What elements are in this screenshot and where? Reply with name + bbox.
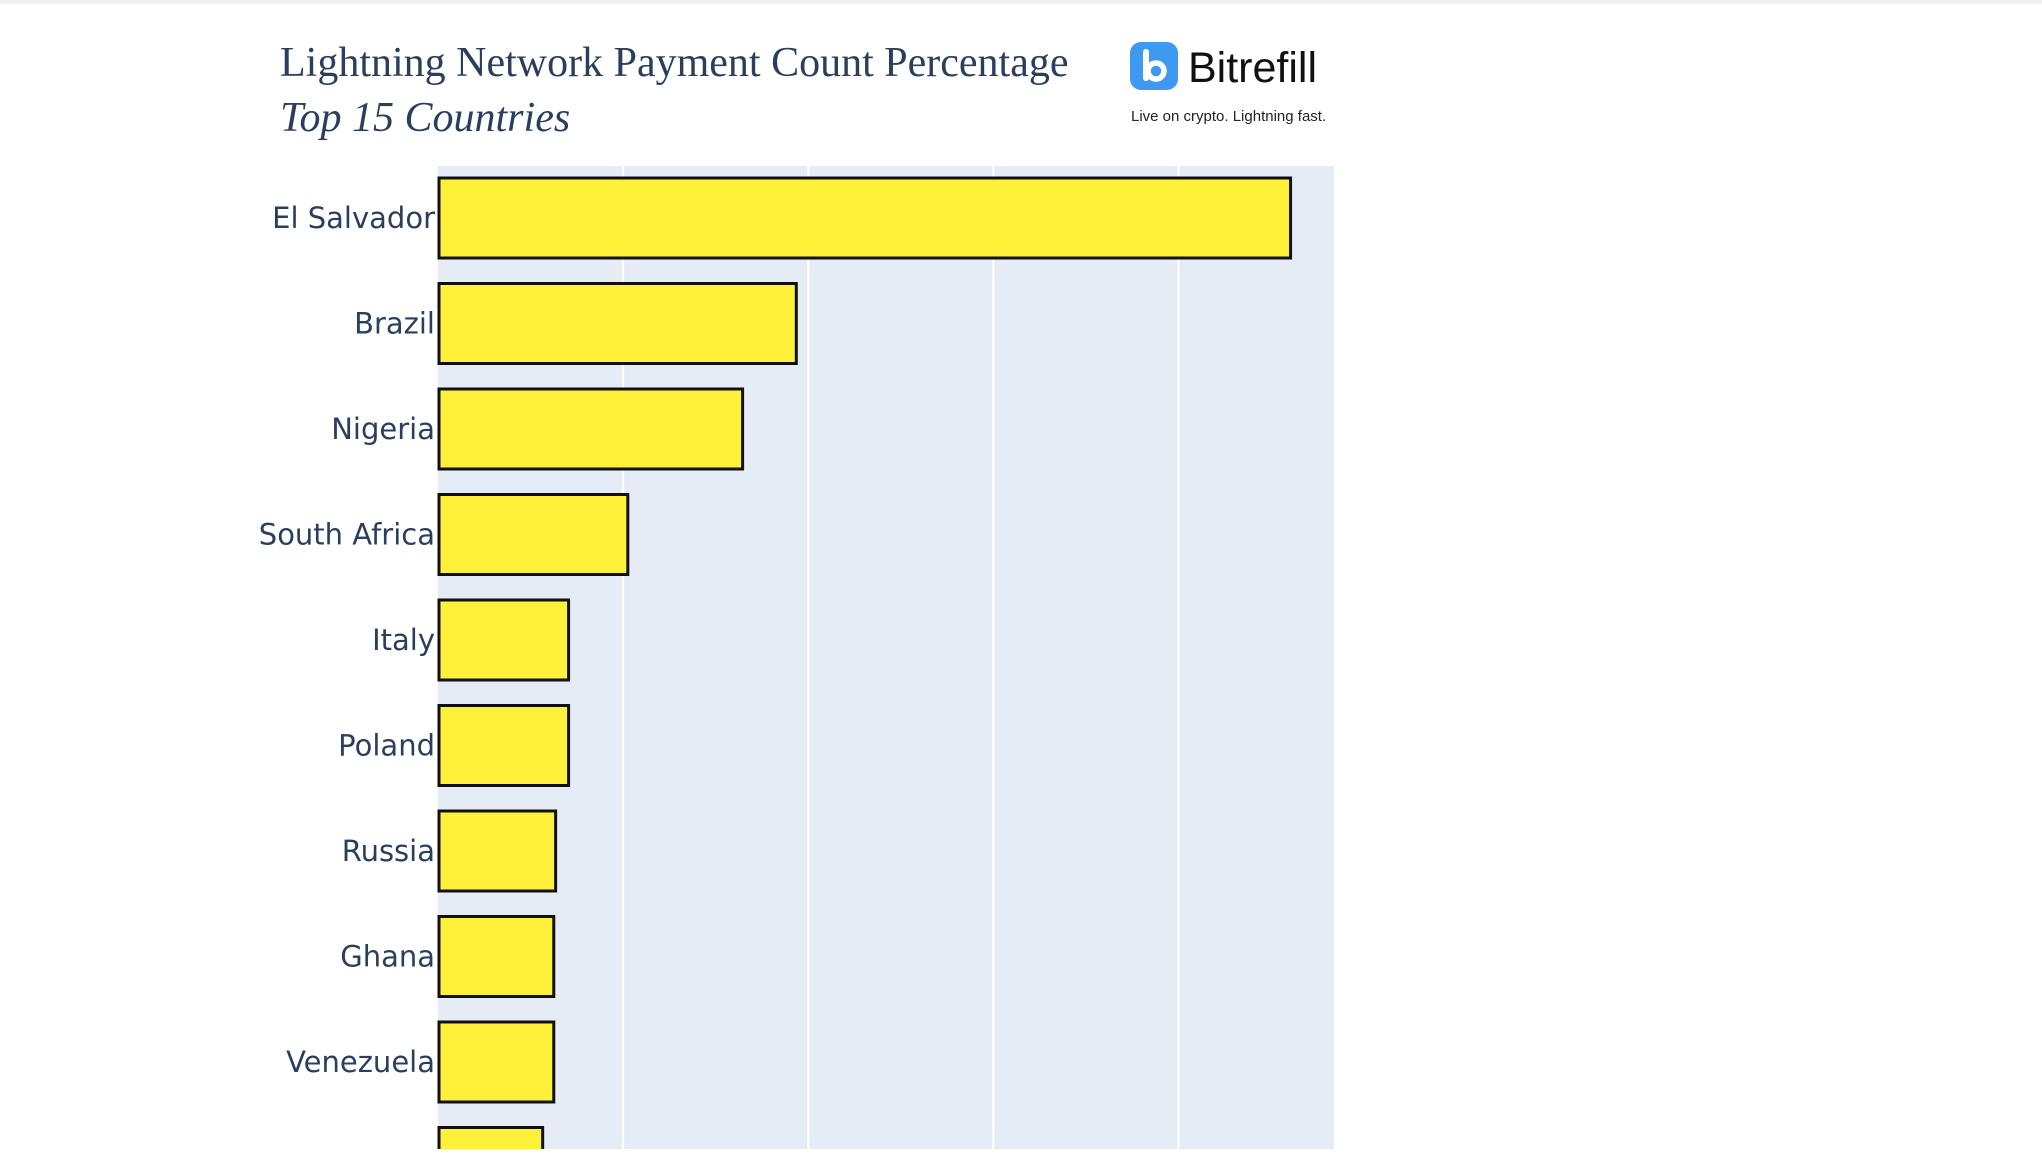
bar-6 — [437, 809, 558, 893]
brand-name: Bitrefill — [1188, 44, 1317, 92]
category-label-3: South Africa — [259, 518, 435, 552]
category-label-4: Italy — [372, 623, 435, 657]
brand-tagline: Live on crypto. Lightning fast. — [1131, 108, 1326, 125]
chart-title: Lightning Network Payment Count Percenta… — [280, 40, 1069, 86]
bar-7 — [437, 915, 556, 998]
bar-0 — [437, 176, 1293, 260]
category-label-5: Poland — [338, 729, 435, 763]
category-label-8: Venezuela — [286, 1045, 435, 1079]
chart-subtitle: Top 15 Countries — [280, 95, 570, 141]
bar-3 — [437, 493, 630, 576]
bar-2 — [437, 387, 745, 471]
category-label-2: Nigeria — [331, 412, 435, 446]
bars — [437, 176, 1293, 1154]
category-label-1: Brazil — [354, 307, 435, 341]
category-labels: El Salvador Brazil Nigeria South Africa Ital… — [259, 201, 435, 1079]
bar-4 — [437, 598, 571, 682]
bitrefill-b-icon — [1130, 42, 1178, 90]
brand-logo: Bitrefill Live on crypto. Lightning fast… — [1130, 42, 1326, 125]
bar-5 — [437, 704, 571, 787]
bar-9 — [437, 1126, 545, 1154]
category-label-7: Ghana — [340, 940, 435, 974]
category-label-0: El Salvador — [272, 201, 435, 235]
bar-1 — [437, 282, 798, 365]
top-edge-bar — [0, 0, 2042, 4]
category-label-6: Russia — [342, 834, 435, 868]
bar-8 — [437, 1020, 556, 1104]
